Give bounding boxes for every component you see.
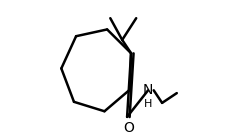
- Text: N: N: [143, 83, 153, 97]
- Text: O: O: [123, 121, 134, 135]
- Text: H: H: [144, 99, 152, 109]
